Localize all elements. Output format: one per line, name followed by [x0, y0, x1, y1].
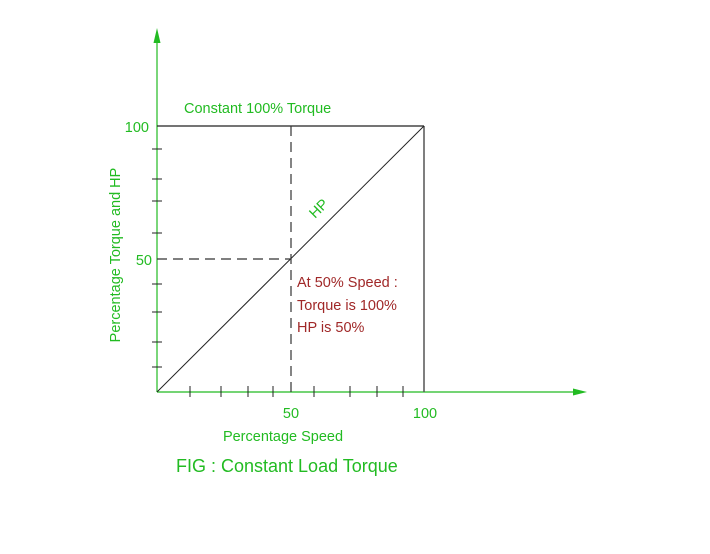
y-axis-arrow-icon: [153, 28, 161, 43]
x-tick-label-100: 100: [413, 406, 437, 422]
figure-caption: FIG : Constant Load Torque: [176, 456, 398, 476]
y-ticks: [152, 148, 162, 368]
x-axis-arrow-icon: [573, 388, 587, 396]
annotation-line-2: Torque is 100%: [297, 298, 397, 314]
x-ticks: [189, 386, 404, 397]
y-tick-label-100: 100: [125, 120, 149, 136]
torque-line-label: Constant 100% Torque: [184, 101, 331, 117]
x-axis-label: Percentage Speed: [223, 429, 343, 445]
annotation-line-1: At 50% Speed :: [297, 275, 398, 291]
y-axis-label: Percentage Torque and HP: [108, 168, 124, 343]
x-tick-label-50: 50: [283, 406, 299, 422]
annotation-line-3: HP is 50%: [297, 320, 365, 336]
hp-line-label: HP: [307, 196, 333, 222]
y-tick-label-50: 50: [136, 253, 152, 269]
